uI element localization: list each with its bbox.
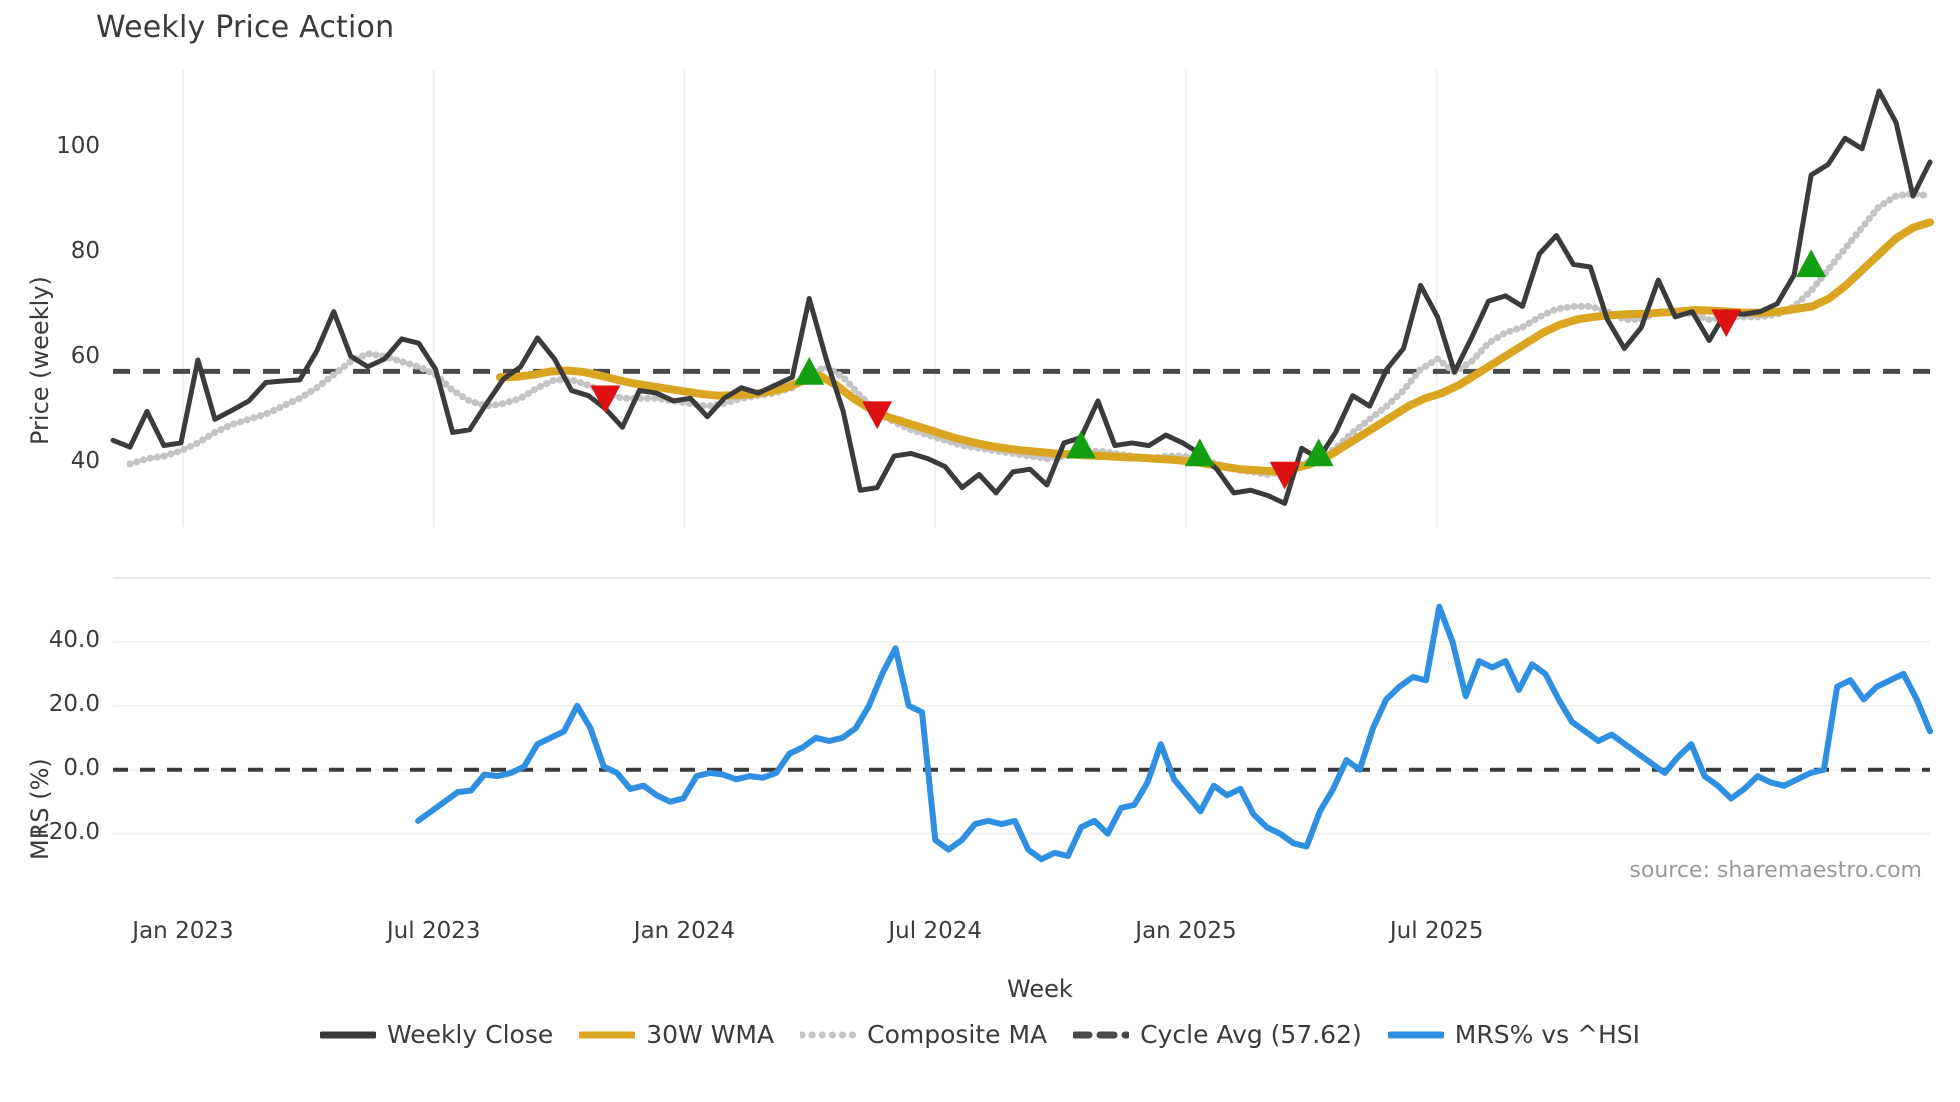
buy-marker-3 <box>1065 430 1096 459</box>
mrs-ytick-2: 0.0 <box>63 754 100 781</box>
buy-marker-1 <box>794 357 825 385</box>
legend-item-wma-30w[interactable]: 30W WMA <box>579 1020 774 1049</box>
legend-label-cycle-avg: Cycle Avg (57.62) <box>1140 1020 1362 1049</box>
legend-swatch-mrs-pct <box>1387 1031 1444 1038</box>
buy-marker-4 <box>1184 438 1215 467</box>
legend-item-cycle-avg[interactable]: Cycle Avg (57.62) <box>1073 1020 1362 1049</box>
sell-marker-5 <box>1269 461 1300 490</box>
legend-item-composite-ma[interactable]: Composite MA <box>800 1020 1047 1049</box>
xtick-5: Jul 2025 <box>1389 918 1484 944</box>
mrs-ytick-0: 40.0 <box>48 626 100 653</box>
legend-label-wma-30w: 30W WMA <box>646 1020 775 1049</box>
xtick-3: Jul 2024 <box>888 918 982 944</box>
series-weekly-close <box>110 88 1933 506</box>
legend-swatch-cycle-avg <box>1073 1031 1130 1038</box>
series-composite-ma <box>126 189 1934 478</box>
legend-item-weekly-close[interactable]: Weekly Close <box>319 1020 554 1049</box>
legend-swatch-composite-ma <box>800 1031 857 1038</box>
legend-label-weekly-close: Weekly Close <box>386 1020 554 1049</box>
x-axis-label: Week <box>1007 975 1073 1003</box>
price-ytick-1: 80 <box>70 237 100 264</box>
buy-marker-8 <box>1796 249 1827 278</box>
mrs-ytick-3: −20.0 <box>29 818 100 845</box>
mrs-ytick-1: 20.0 <box>48 690 100 717</box>
chart-legend: Weekly Close 30W WMA Composite MA Cycle Avg… <box>0 1020 1960 1049</box>
price-ytick-3: 40 <box>70 447 100 474</box>
legend-swatch-weekly-close <box>319 1031 376 1038</box>
buy-marker-6 <box>1303 438 1334 467</box>
xtick-2: Jan 2024 <box>633 918 736 944</box>
legend-swatch-wma-30w <box>579 1031 636 1038</box>
series-wma-30w <box>495 218 1934 476</box>
sell-marker-2 <box>862 401 893 430</box>
legend-item-mrs-pct[interactable]: MRS% vs ^HSI <box>1387 1020 1641 1049</box>
source-note: source: sharemaestro.com <box>1629 858 1922 883</box>
legend-label-composite-ma: Composite MA <box>867 1020 1048 1049</box>
chart-plot-area <box>110 70 1934 863</box>
sell-marker-0 <box>590 385 621 414</box>
chart-title: Weekly Price Action <box>96 10 395 45</box>
legend-label-mrs-pct: MRS% vs ^HSI <box>1454 1020 1641 1049</box>
xtick-1: Jul 2023 <box>386 918 481 944</box>
price-ytick-0: 100 <box>56 132 100 159</box>
price-ytick-2: 60 <box>70 342 100 369</box>
xtick-4: Jan 2025 <box>1135 918 1237 944</box>
xtick-0: Jan 2023 <box>132 918 234 944</box>
series-mrs-pct <box>415 603 1933 863</box>
sell-marker-7 <box>1711 309 1742 338</box>
